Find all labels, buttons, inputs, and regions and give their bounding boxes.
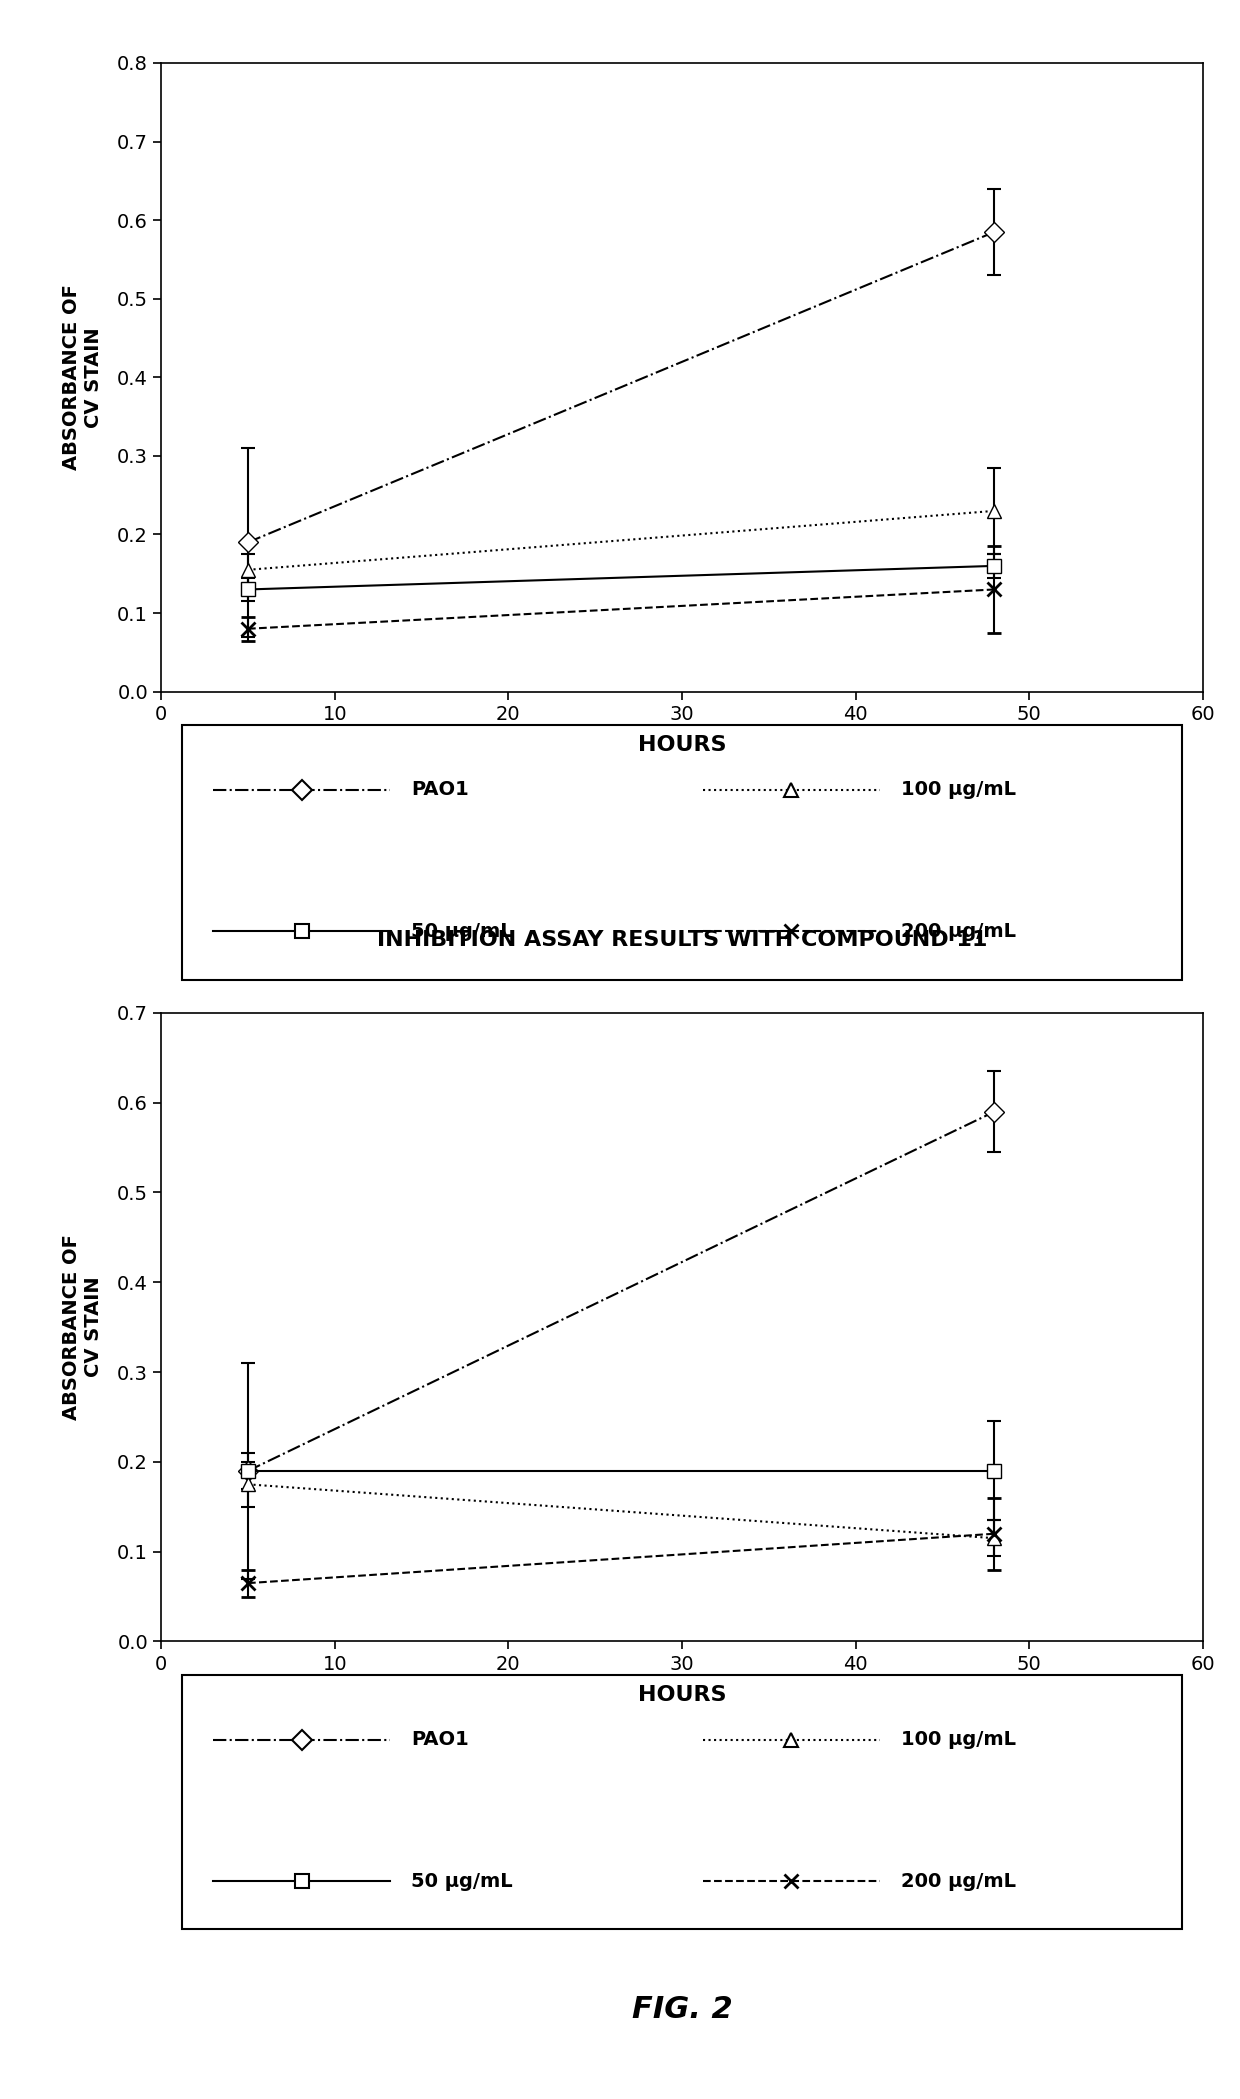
X-axis label: HOURS: HOURS [637,1685,727,1704]
Text: 50 µg/mL: 50 µg/mL [412,1872,513,1891]
Text: PAO1: PAO1 [412,781,469,800]
Text: 200 µg/mL: 200 µg/mL [900,921,1016,940]
Text: 50 µg/mL: 50 µg/mL [412,921,513,940]
Text: 100 µg/mL: 100 µg/mL [900,781,1016,800]
Text: 100 µg/mL: 100 µg/mL [900,1730,1016,1748]
Text: PAO1: PAO1 [412,1730,469,1748]
Text: 200 µg/mL: 200 µg/mL [900,1872,1016,1891]
Text: FIG. 2: FIG. 2 [631,1996,733,2023]
X-axis label: HOURS: HOURS [637,735,727,756]
Y-axis label: ABSORBANCE OF
CV STAIN: ABSORBANCE OF CV STAIN [62,283,103,470]
Y-axis label: ABSORBANCE OF
CV STAIN: ABSORBANCE OF CV STAIN [62,1234,103,1421]
Text: INHIBITION ASSAY RESULTS WITH COMPOUND 11: INHIBITION ASSAY RESULTS WITH COMPOUND 1… [377,930,987,951]
